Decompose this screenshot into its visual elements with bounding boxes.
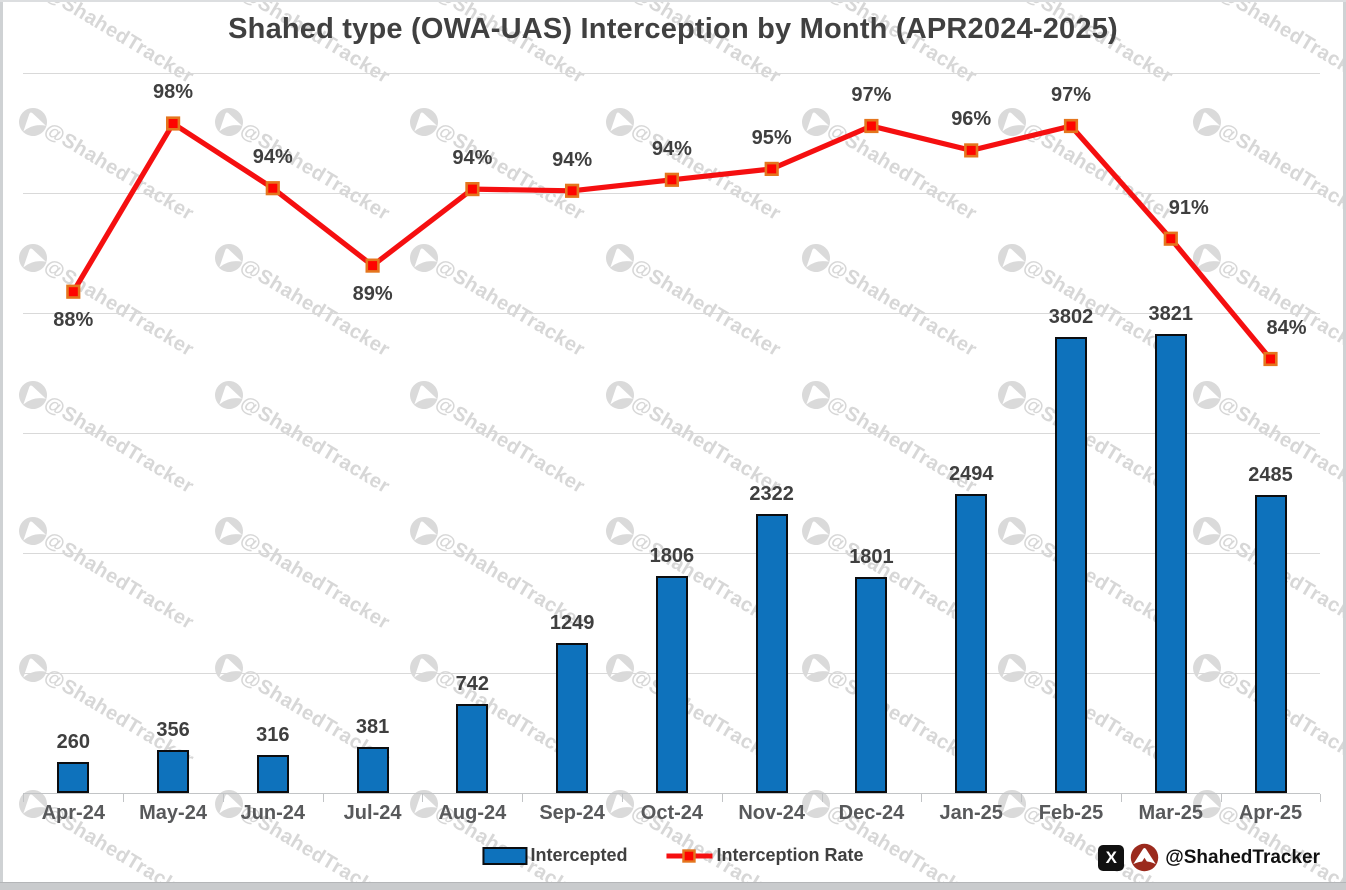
rate-label: 91% xyxy=(1168,196,1209,219)
bar-value-label: 1249 xyxy=(549,612,595,635)
x-axis-tick xyxy=(522,794,524,802)
bar-value-label: 1801 xyxy=(849,545,894,568)
x-axis-label: Apr-24 xyxy=(41,802,105,824)
rate-label: 88% xyxy=(53,308,94,331)
bar-Feb-25 xyxy=(1054,336,1087,793)
rate-label: 96% xyxy=(951,108,992,131)
chart-legend: Intercepted Interception Rate xyxy=(482,845,864,866)
rate-marker-Jun-24 xyxy=(265,181,280,196)
gridline xyxy=(23,193,1321,194)
bar-value-label: 3821 xyxy=(1148,303,1194,326)
x-axis-label: Jul-24 xyxy=(343,802,402,824)
x-axis-tick xyxy=(322,794,324,802)
rate-polyline xyxy=(70,120,1274,362)
bar-value-label: 260 xyxy=(56,730,90,753)
x-axis-tick xyxy=(1120,794,1122,802)
bar-Mar-25 xyxy=(1154,334,1187,793)
legend-intercepted-label: Intercepted xyxy=(530,845,628,865)
rate-marker-Dec-24 xyxy=(864,118,879,134)
bar-Jul-24 xyxy=(356,747,389,793)
rate-marker-Apr-24 xyxy=(66,284,81,299)
rate-label: 94% xyxy=(252,146,293,169)
bar-value-label: 742 xyxy=(455,672,490,695)
rate-label: 95% xyxy=(751,126,792,149)
bar-Aug-24 xyxy=(456,703,489,793)
x-twitter-icon: X xyxy=(1098,844,1125,871)
gridline xyxy=(23,553,1321,554)
rate-marker-Nov-24 xyxy=(764,161,779,177)
x-axis-label: Sep-24 xyxy=(539,802,605,824)
rate-label: 89% xyxy=(352,282,393,305)
bar-Nov-24 xyxy=(755,514,788,793)
credit-strip: X @ShahedTracker xyxy=(1098,843,1320,872)
rate-line-swatch-icon xyxy=(666,848,713,863)
x-axis-label: May-24 xyxy=(139,802,207,824)
x-axis-line xyxy=(23,793,1321,794)
bar-Jun-24 xyxy=(256,755,289,793)
bar-value-label: 2322 xyxy=(749,483,794,506)
bar-Oct-24 xyxy=(655,576,688,793)
frame-top xyxy=(0,0,1346,2)
legend-rate-label: Interception Rate xyxy=(716,845,864,865)
rate-label: 84% xyxy=(1266,316,1307,339)
rate-marker-Feb-25 xyxy=(1063,118,1079,134)
bar-value-label: 381 xyxy=(355,716,390,739)
rate-label: 97% xyxy=(1050,83,1091,106)
frame-left xyxy=(0,0,3,890)
frame-bottom xyxy=(0,882,1346,890)
x-axis-label: Nov-24 xyxy=(738,802,806,824)
gridline xyxy=(23,73,1321,74)
rate-label: 94% xyxy=(552,148,593,171)
rate-marker-Sep-24 xyxy=(564,183,580,198)
bar-Jan-25 xyxy=(955,493,988,793)
bar-Apr-24 xyxy=(57,761,90,793)
rate-marker-Aug-24 xyxy=(465,182,480,197)
gridline xyxy=(23,433,1321,434)
rate-marker-May-24 xyxy=(166,116,181,131)
rate-marker-Oct-24 xyxy=(664,172,679,187)
chart-title: Shahed type (OWA-UAS) Interception by Mo… xyxy=(228,13,1118,45)
x-axis-tick xyxy=(1320,794,1322,802)
bar-value-label: 3802 xyxy=(1048,305,1094,328)
x-axis-label: Dec-24 xyxy=(838,802,905,824)
rate-label: 94% xyxy=(651,137,692,160)
x-axis-tick xyxy=(123,794,125,802)
bar-value-label: 2494 xyxy=(948,462,994,485)
bar-value-label: 356 xyxy=(156,719,190,742)
bar-Apr-25 xyxy=(1254,494,1287,793)
x-axis-tick xyxy=(921,794,923,802)
x-axis-label: Mar-25 xyxy=(1138,802,1203,824)
frame-right xyxy=(1343,0,1346,890)
intercepted-swatch-icon xyxy=(482,846,528,865)
legend-item-rate: Interception Rate xyxy=(666,845,864,866)
x-axis-label: Oct-24 xyxy=(640,802,704,824)
rate-marker-Apr-25 xyxy=(1263,351,1278,367)
x-axis-label: Aug-24 xyxy=(438,802,507,824)
gridline xyxy=(23,313,1321,314)
x-axis-label: Apr-25 xyxy=(1238,802,1303,824)
shahed-tracker-logo-icon xyxy=(1131,843,1159,872)
rate-label: 94% xyxy=(452,147,493,170)
rate-label: 97% xyxy=(851,83,892,106)
bar-value-label: 2485 xyxy=(1248,463,1293,486)
x-axis-tick xyxy=(721,794,723,802)
x-axis-label: Jun-24 xyxy=(240,802,306,824)
bar-value-label: 1806 xyxy=(649,545,695,568)
bar-Sep-24 xyxy=(556,643,589,793)
rate-marker-Mar-25 xyxy=(1163,231,1178,246)
bar-value-label: 316 xyxy=(256,724,290,747)
x-axis-label: Feb-25 xyxy=(1038,802,1104,824)
x-axis-label: Jan-25 xyxy=(939,802,1003,824)
rate-marker-Jul-24 xyxy=(365,258,380,273)
bar-May-24 xyxy=(157,750,190,793)
x-glyph: X xyxy=(1105,847,1117,867)
rate-marker-Jan-25 xyxy=(964,143,979,158)
rate-label: 98% xyxy=(153,81,194,104)
legend-item-intercepted: Intercepted xyxy=(482,845,628,866)
bar-Dec-24 xyxy=(855,576,888,793)
credit-handle: @ShahedTracker xyxy=(1165,846,1320,868)
